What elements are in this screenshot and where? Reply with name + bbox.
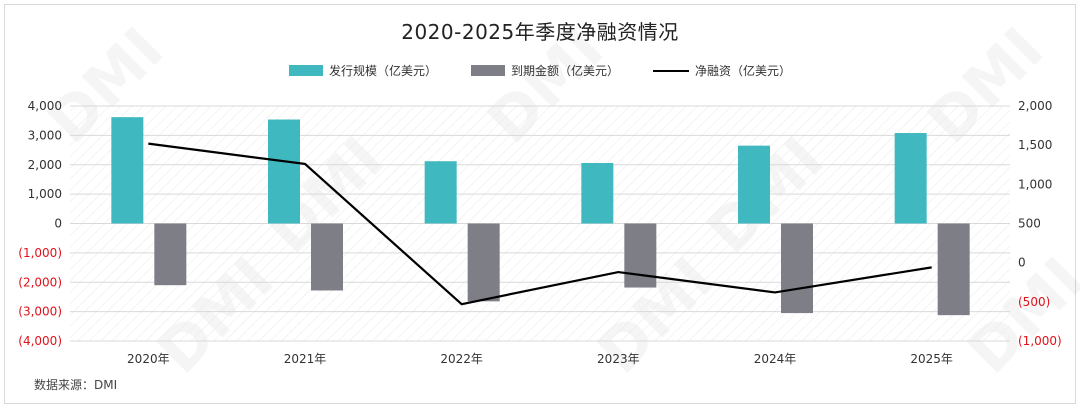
left-tick-label: 0	[54, 217, 62, 231]
issuance-bar	[111, 117, 144, 224]
grid-lines	[70, 105, 1010, 342]
maturity-bar	[624, 223, 657, 288]
net-financing-line	[148, 142, 932, 306]
left-tick-label: 1,000	[28, 187, 62, 201]
x-tick-label: 2020年	[127, 352, 170, 366]
x-tick-label: 2022年	[440, 352, 483, 366]
maturity-bar	[937, 223, 970, 316]
maturity-bar	[154, 223, 187, 286]
legend-label-issuance: 发行规模（亿美元）	[328, 64, 437, 78]
x-axis-ticks: 2020年 2021年 2022年 2023年 2024年 2025年	[127, 352, 953, 366]
issuance-bar	[581, 162, 614, 224]
net-line	[148, 142, 932, 306]
x-tick-label: 2023年	[597, 352, 640, 366]
left-tick-label: (1,000)	[18, 246, 62, 260]
bar-marks	[111, 117, 970, 316]
x-tick-label: 2021年	[284, 352, 327, 366]
right-tick-label: 1,500	[1018, 138, 1052, 152]
legend-swatch-net	[653, 69, 689, 72]
legend-item-issuance: 发行规模（亿美元）	[288, 62, 437, 79]
left-tick-label: (2,000)	[18, 275, 62, 289]
issuance-bar	[738, 145, 770, 224]
left-tick-label: (4,000)	[18, 334, 62, 348]
x-tick-label: 2025年	[910, 352, 953, 366]
maturity-bar	[467, 223, 500, 302]
right-tick-label: 500	[1018, 217, 1041, 231]
legend-label-net: 净融资（亿美元）	[695, 64, 792, 78]
right-tick-label: (500)	[1018, 295, 1050, 309]
legend-swatch-issuance	[288, 65, 323, 76]
right-tick-label: 1,000	[1018, 177, 1052, 191]
right-axis-ticks: 2,000 1,500 1,000 500 0 (500) (1,000)	[1018, 99, 1062, 348]
legend-label-maturity: 到期金额（亿美元）	[510, 64, 619, 78]
issuance-bar	[424, 161, 457, 224]
issuance-bar	[894, 133, 927, 224]
right-tick-label: 0	[1018, 256, 1026, 270]
left-tick-label: 3,000	[28, 128, 62, 142]
left-tick-label: 2,000	[28, 158, 62, 172]
issuance-bar	[268, 119, 300, 224]
maturity-bar	[781, 223, 813, 314]
maturity-bar	[311, 223, 343, 291]
legend-item-net: 净融资（亿美元）	[653, 62, 791, 79]
chart-frame	[4, 4, 1076, 404]
chart-title: 2020-2025年季度净融资情况	[401, 20, 679, 44]
source-note: 数据来源：DMI	[34, 378, 118, 392]
legend: 发行规模（亿美元） 到期金额（亿美元） 净融资（亿美元）	[0, 62, 1080, 79]
left-tick-label: 4,000	[28, 99, 62, 113]
right-tick-label: 2,000	[1018, 99, 1052, 113]
legend-swatch-maturity	[470, 65, 505, 76]
left-axis-ticks: 4,000 3,000 2,000 1,000 0 (1,000) (2,000) (3,00…	[18, 99, 62, 348]
legend-item-maturity: 到期金额（亿美元）	[470, 62, 619, 79]
x-tick-label: 2024年	[754, 352, 797, 366]
right-tick-label: (1,000)	[1018, 334, 1062, 348]
left-tick-label: (3,000)	[18, 305, 62, 319]
